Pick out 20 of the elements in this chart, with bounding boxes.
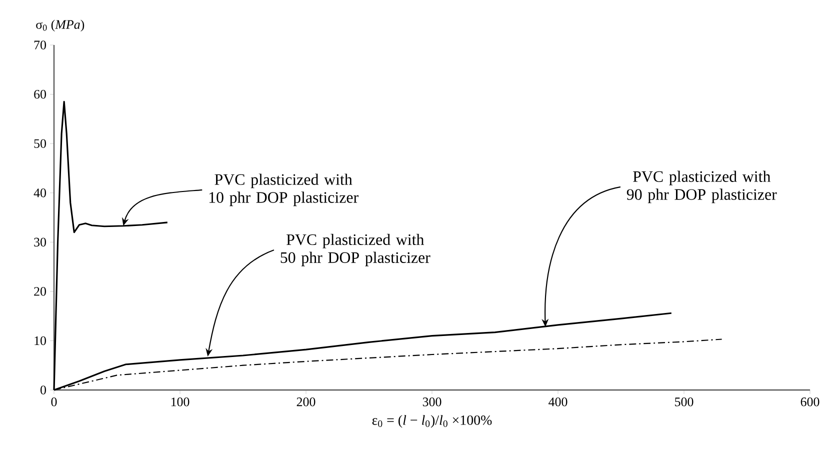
y-tick-label: 70 [34,40,46,50]
x-tick-label: 200 [296,398,316,406]
y-tick-label: 20 [34,287,46,296]
y-tick-label: 60 [34,90,46,99]
y-tick-label: 50 [34,139,46,148]
y-tick-label: 0 [40,386,46,394]
x-tick-label: 500 [675,398,694,406]
y-axis-title: σ$_{0}$ (MPa) [36,20,84,32]
y-tick-label: 40 [34,188,46,198]
annotation: PVC plasticized with 50 phr DOP plasticizer [280,234,430,266]
x-tick-label: 400 [548,398,568,406]
annotation: PVC plasticized with 90 phr DOP plasticizer [626,170,777,204]
annotation: PVC plasticized with 10 phr DOP plasticizer [209,174,358,206]
x-tick-label: 100 [171,398,190,406]
y-tick-label: 10 [34,336,46,346]
text: ε$_{0}$ = (l − l$_{0}$)/l$_{0}$ ×100% [372,415,492,428]
x-tick-label: 300 [422,398,442,406]
x-tick-label: 0 [51,398,57,406]
x-tick-label: 600 [800,398,820,406]
y-tick-label: 30 [34,238,46,247]
